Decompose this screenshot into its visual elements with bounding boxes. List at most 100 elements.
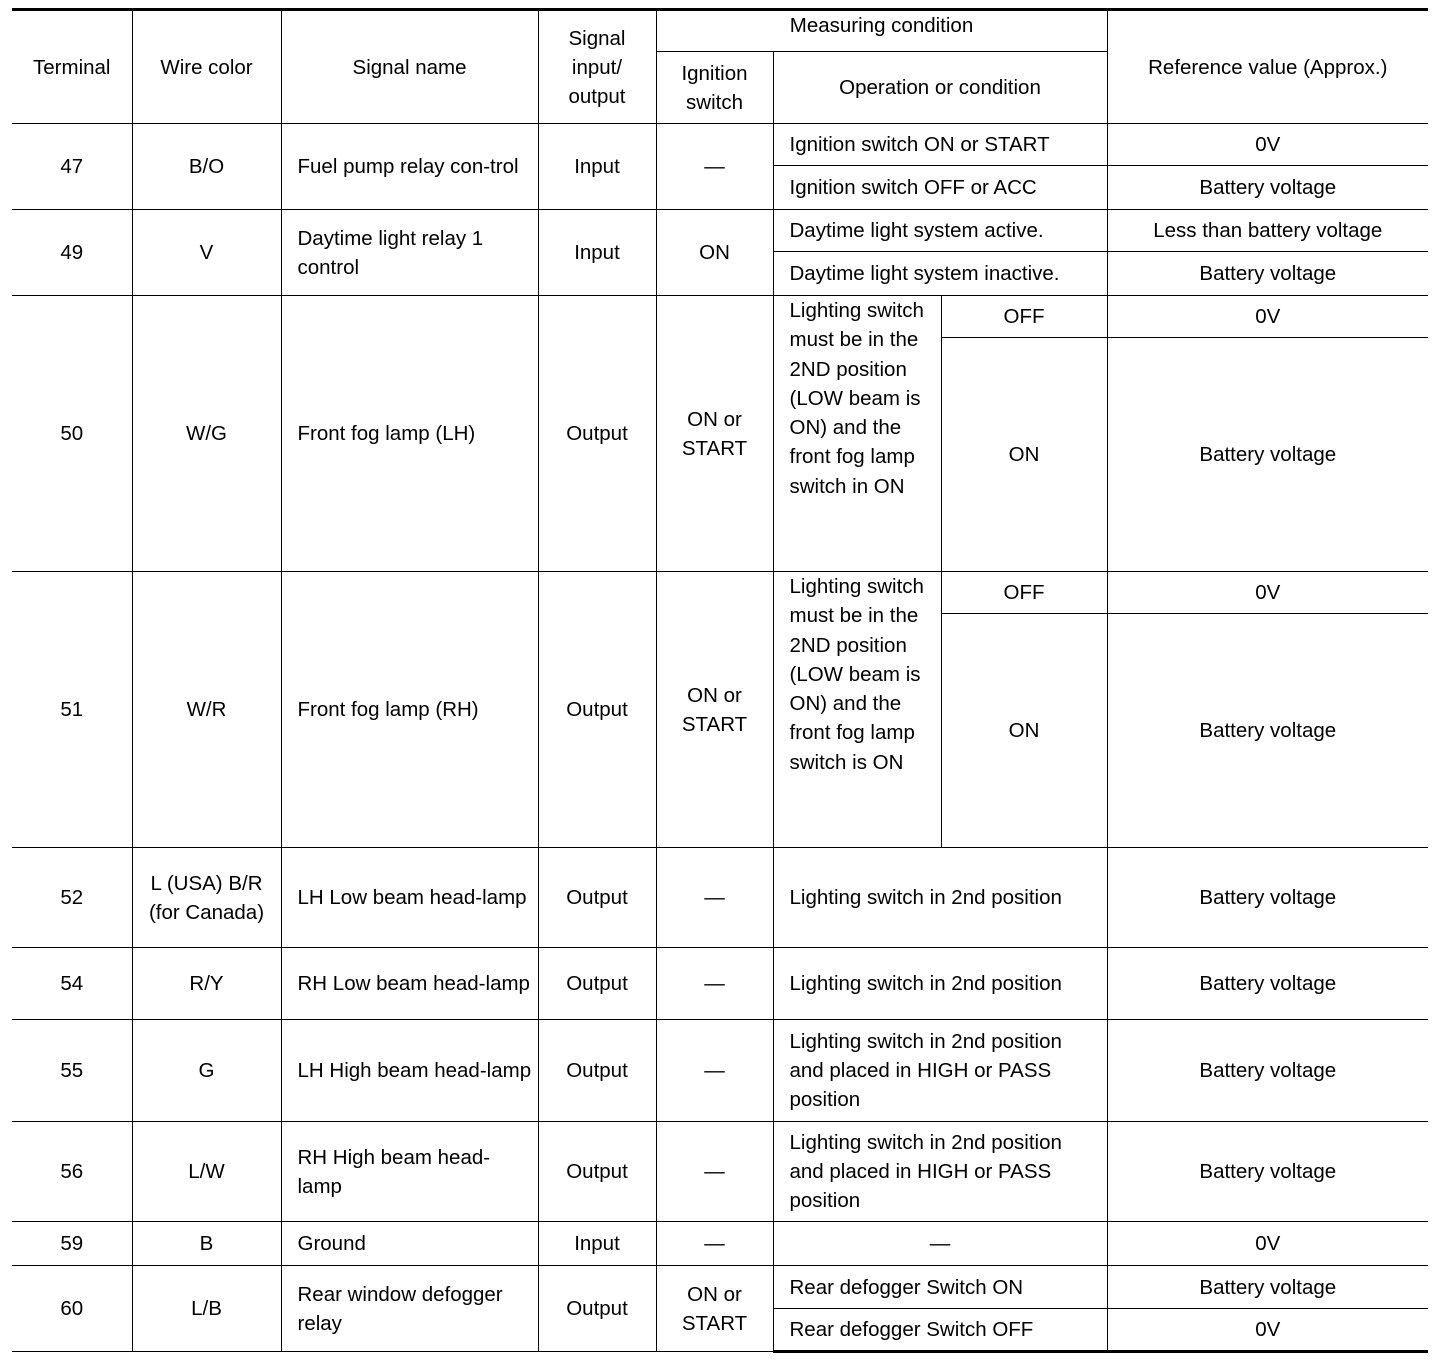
ignition-switch-cell: — — [655, 847, 774, 948]
header-wire-color: Wire color — [131, 8, 282, 124]
wire-color-cell: V — [131, 209, 282, 296]
table-row: 60 L/B Rear window defogger relay Output ON … — [12, 1265, 1429, 1352]
wire-color-cell: L/B — [131, 1265, 282, 1352]
operation-cell: Daytime light system active. — [772, 209, 1108, 252]
signal-io-cell: Output — [537, 571, 657, 848]
reference-cell: Battery voltage — [1106, 613, 1429, 848]
header-operation: Operation or condition — [772, 51, 1108, 124]
operation-cell: Lighting switch in 2nd position — [772, 947, 1108, 1020]
signal-io-cell: Output — [537, 295, 657, 572]
terminal-cell: 55 — [12, 1019, 133, 1122]
signal-io-cell: Output — [537, 947, 657, 1020]
reference-cell: Battery voltage — [1106, 337, 1429, 572]
state-cell: OFF — [940, 571, 1108, 614]
reference-cell: Battery voltage — [1106, 1121, 1429, 1222]
signal-name-cell: Front fog lamp (LH) — [280, 295, 539, 572]
state-cell: OFF — [940, 295, 1108, 338]
terminal-cell: 50 — [12, 295, 133, 572]
table-row: 49 V Daytime light relay 1 control Input ON D… — [12, 209, 1429, 296]
signal-io-cell: Input — [537, 1221, 657, 1266]
signal-name-cell: Fuel pump relay con-trol — [280, 123, 539, 210]
ignition-switch-cell: ON or START — [655, 295, 774, 572]
operation-cell: Lighting switch in 2nd position and plac… — [772, 1019, 1108, 1122]
signal-io-cell: Input — [537, 209, 657, 296]
ignition-switch-cell: — — [655, 1121, 774, 1222]
terminal-cell: 54 — [12, 947, 133, 1020]
signal-name-cell: Daytime light relay 1 control — [280, 209, 539, 296]
terminal-cell: 59 — [12, 1221, 133, 1266]
ignition-switch-cell: ON or START — [655, 571, 774, 848]
ignition-switch-cell: ON — [655, 209, 774, 296]
table-subrow: Rear defogger Switch OFF 0V — [12, 1308, 1429, 1353]
reference-cell: 0V — [1106, 1221, 1429, 1266]
reference-cell: 0V — [1106, 1308, 1429, 1353]
operation-cell: Lighting switch in 2nd position — [772, 847, 1108, 948]
table-row: 54 R/Y RH Low beam head-lamp Output — Lightin… — [12, 947, 1429, 1020]
table-row: 59 B Ground Input — —0V — [12, 1221, 1429, 1266]
table-row: 55 G LH High beam head-lamp Output — Lighting… — [12, 1019, 1429, 1122]
ignition-switch-cell: ON or START — [655, 1265, 774, 1352]
wire-color-cell: G — [131, 1019, 282, 1122]
wire-color-cell: W/G — [131, 295, 282, 572]
table-subrow: Ignition switch OFF or ACC Battery voltag… — [12, 165, 1429, 210]
wire-color-cell: B — [131, 1221, 282, 1266]
terminal-cell: 52 — [12, 847, 133, 948]
terminal-cell: 47 — [12, 123, 133, 210]
signal-io-cell: Output — [537, 1121, 657, 1222]
signal-name-cell: RH Low beam head-lamp — [280, 947, 539, 1020]
wire-color-cell: L (USA) B/R (for Canada) — [131, 847, 282, 948]
operation-cell: Lighting switch must be in the 2ND posit… — [772, 571, 942, 848]
operation-cell: Rear defogger Switch OFF — [773, 1308, 1108, 1353]
operation-cell: Ignition switch OFF or ACC — [773, 165, 1108, 210]
ignition-switch-cell: — — [655, 947, 774, 1020]
table-row: 52 L (USA) B/R (for Canada) LH Low beam he… — [12, 847, 1429, 948]
reference-cell: 0V — [1106, 123, 1429, 166]
signal-name-cell: LH Low beam head-lamp — [280, 847, 539, 948]
signal-name-cell: RH High beam head-lamp — [280, 1121, 539, 1222]
header-reference-value: Reference value (Approx.) — [1106, 8, 1429, 124]
header-signal-io: Signal input/ output — [537, 8, 657, 124]
signal-name-cell: Front fog lamp (RH) — [280, 571, 539, 848]
operation-cell: Rear defogger Switch ON — [772, 1265, 1108, 1309]
reference-cell: 0V — [1106, 295, 1429, 338]
terminal-cell: 60 — [12, 1265, 133, 1352]
operation-cell: — — [772, 1221, 1108, 1266]
terminal-reference-table: Terminal Wire color Signal name Signal i… — [12, 8, 1429, 1353]
reference-cell: Battery voltage — [1106, 847, 1429, 948]
signal-io-cell: Output — [537, 1019, 657, 1122]
terminal-cell: 56 — [12, 1121, 133, 1222]
table-row: 51 W/R Front fog lamp (RH) Output ON or STAR… — [12, 571, 1429, 848]
ignition-switch-cell: — — [655, 123, 774, 210]
reference-cell: Battery voltage — [1106, 251, 1429, 296]
reference-cell: 0V — [1106, 571, 1429, 614]
reference-cell: Battery voltage — [1106, 165, 1429, 210]
table-subrow: ON Battery voltage — [12, 337, 1429, 572]
operation-cell: Lighting switch in 2nd position and plac… — [772, 1121, 1108, 1222]
signal-name-cell: Rear window defogger relay — [280, 1265, 539, 1352]
table-subrow: ON Battery voltage — [12, 613, 1429, 848]
reference-cell: Less than battery voltage — [1106, 209, 1429, 252]
terminal-cell: 49 — [12, 209, 133, 296]
terminal-cell: 51 — [12, 571, 133, 848]
header-signal-name: Signal name — [280, 8, 539, 124]
header-measuring-condition: Measuring condition — [655, 8, 1108, 52]
ignition-switch-cell: — — [655, 1221, 774, 1266]
signal-io-cell: Input — [537, 123, 657, 210]
wire-color-cell: B/O — [131, 123, 282, 210]
reference-cell: Battery voltage — [1106, 1265, 1429, 1309]
header-ignition-switch: Ignition switch — [656, 51, 774, 124]
table-row: 56 L/W RH High beam head-lamp Output — Lighti… — [12, 1121, 1429, 1222]
operation-cell: Ignition switch ON or START — [772, 123, 1108, 166]
wire-color-cell: L/W — [131, 1121, 282, 1222]
signal-io-cell: Output — [537, 847, 657, 948]
signal-name-cell: LH High beam head-lamp — [280, 1019, 539, 1122]
state-cell: ON — [941, 613, 1108, 848]
signal-io-cell: Output — [537, 1265, 657, 1352]
reference-cell: Battery voltage — [1106, 1019, 1429, 1122]
state-cell: ON — [941, 337, 1108, 572]
signal-name-cell: Ground — [280, 1221, 539, 1266]
operation-cell: Lighting switch must be in the 2ND posit… — [772, 295, 942, 572]
table-row: 47 B/O Fuel pump relay con-trol Input — Ignit… — [12, 123, 1429, 210]
operation-cell: Daytime light system inactive. — [773, 251, 1108, 296]
wire-color-cell: R/Y — [131, 947, 282, 1020]
